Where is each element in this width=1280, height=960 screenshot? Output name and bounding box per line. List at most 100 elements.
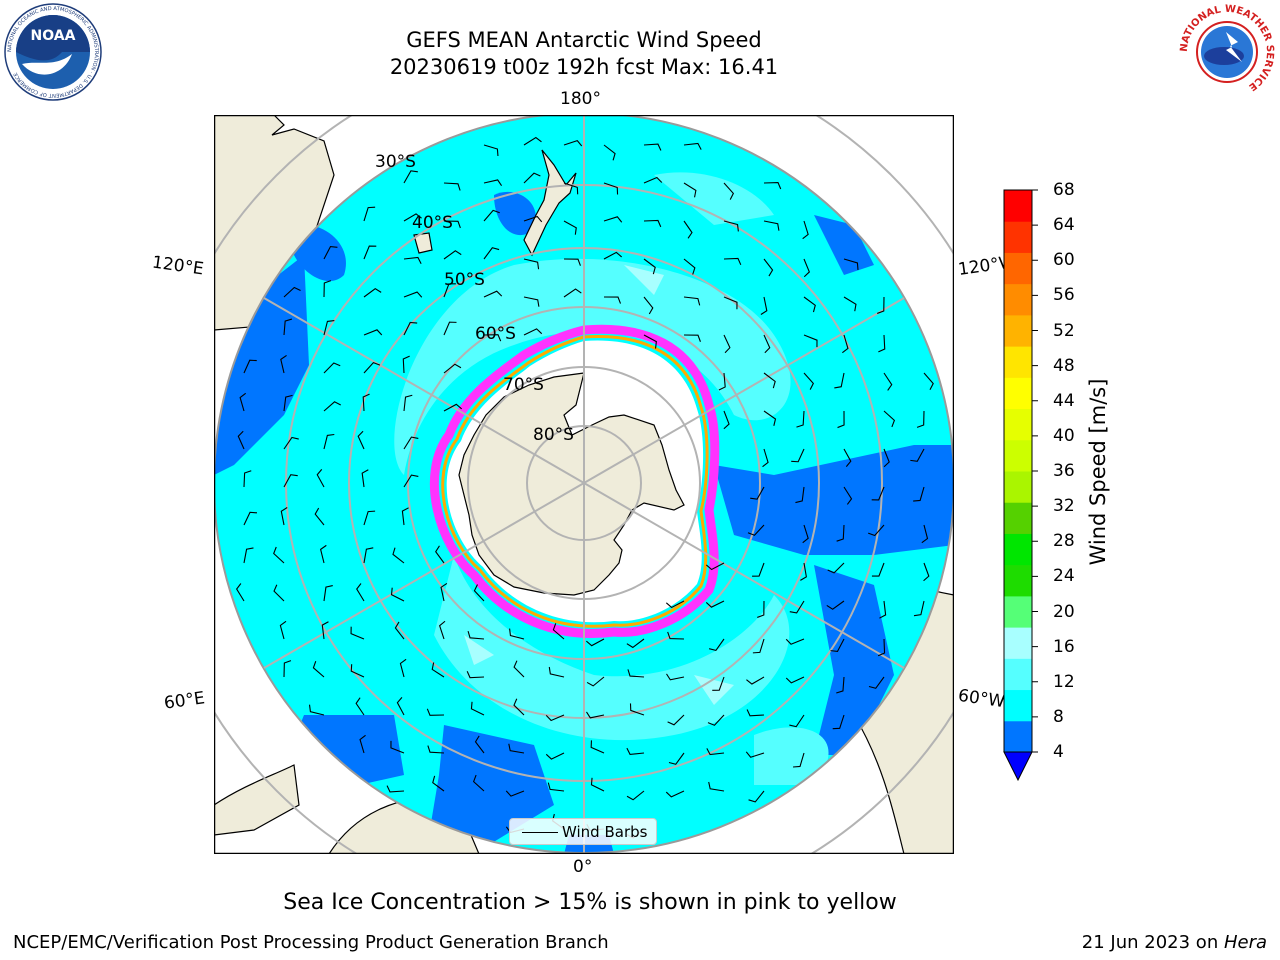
wind-barb: [748, 790, 765, 803]
wind-barb: [470, 701, 485, 716]
colorbar-segment: [1004, 658, 1032, 691]
meridian-label-right-lower: 60°W: [956, 685, 1007, 713]
wind-barb: [752, 638, 765, 654]
colorbar-segment: [1004, 595, 1032, 628]
wind-barb: [440, 582, 448, 602]
wind-barb: [403, 291, 423, 298]
wind-barb: [363, 329, 383, 336]
colorbar-tick-label: 52: [1053, 320, 1075, 341]
colorbar-tick-label: 16: [1053, 636, 1075, 657]
colorbar-tick-label: 48: [1053, 355, 1075, 376]
wind-barb: [403, 394, 413, 412]
polar-map: [214, 115, 954, 854]
wind-barb: [746, 709, 765, 717]
footer-host: Hera: [1223, 932, 1267, 953]
wind-barb: [791, 448, 805, 463]
wind-barb: [913, 600, 925, 617]
wind-barb: [827, 562, 845, 574]
wind-barb: [283, 318, 293, 336]
wind-barb: [667, 714, 685, 726]
wind-barb: [350, 664, 365, 678]
wind-barb: [683, 258, 696, 275]
wind-barb: [394, 621, 405, 640]
map-legend: Wind Barbs: [509, 818, 657, 845]
wind-barb: [403, 321, 418, 336]
wind-barb: [402, 355, 410, 374]
colorbar-under-arrow: [1003, 751, 1033, 782]
wind-barb: [868, 676, 885, 689]
wind-barb: [746, 676, 765, 685]
colorbar-segment: [1004, 190, 1032, 222]
wind-barb: [359, 734, 366, 754]
wind-barb: [793, 752, 805, 768]
wind-barb: [603, 182, 619, 195]
wind-barb: [683, 334, 701, 342]
wind-barb: [283, 286, 301, 298]
wind-barb: [350, 626, 365, 640]
wind-barb: [843, 448, 852, 467]
wind-barb: [803, 258, 810, 278]
wind-barb: [243, 511, 258, 526]
meridian-label-left-upper: 120°E: [150, 252, 205, 280]
wind-barb: [356, 583, 365, 602]
wind-barb: [683, 296, 701, 306]
wind-12-16-patches: [394, 172, 829, 785]
wind-barb: [467, 630, 485, 640]
colorbar-segment: [1004, 439, 1032, 472]
colorbar-segment: [1004, 377, 1032, 410]
wind-barb: [548, 666, 565, 678]
wind-barb: [443, 363, 462, 374]
wind-barb: [237, 430, 245, 450]
wind-barb: [483, 334, 502, 342]
wind-barb: [279, 620, 287, 640]
wind-barb: [723, 334, 731, 354]
wind-barb: [683, 182, 697, 198]
wind-barb: [323, 584, 333, 602]
colorbar-tick-label: 56: [1053, 285, 1075, 306]
sea-ice-caption: Sea Ice Concentration > 15% is shown in …: [283, 890, 897, 915]
wind-barb: [319, 544, 327, 564]
wind-barb: [590, 777, 605, 792]
wind-barb: [708, 638, 725, 652]
wind-barb: [443, 220, 461, 229]
colorbar: [1003, 189, 1038, 782]
wind-barb: [431, 662, 445, 678]
colorbar-segment: [1004, 314, 1032, 347]
wind-barb: [357, 430, 365, 450]
colorbar-tick-label: 68: [1053, 180, 1075, 200]
wind-barb: [763, 334, 771, 354]
wind-barb: [762, 448, 769, 468]
wind-barb: [763, 410, 777, 426]
legend-label: Wind Barbs: [562, 823, 648, 841]
wind-barb: [390, 587, 405, 602]
parallel-label-70s: 70°S: [503, 375, 544, 395]
wind-barb: [643, 176, 663, 184]
wind-barb: [523, 215, 543, 223]
colorbar-segment: [1004, 627, 1032, 659]
wind-barb: [705, 600, 725, 608]
wind-barb: [323, 245, 338, 260]
wind-barb: [523, 328, 543, 336]
wind-barb: [643, 334, 657, 349]
wind-barb: [789, 714, 805, 728]
wind-barb: [483, 247, 500, 260]
colorbar-tick-label: 24: [1053, 566, 1075, 587]
colorbar-segment: [1004, 720, 1032, 753]
wind-barb: [830, 638, 845, 652]
wind-barb: [523, 296, 540, 307]
colorbar-tick-label: 28: [1053, 531, 1075, 552]
wind-barb: [438, 620, 446, 640]
wind-barb: [273, 584, 285, 602]
wind-barb: [626, 638, 645, 649]
wind-barb: [314, 507, 325, 526]
wind-barb: [283, 394, 293, 412]
wind-barb: [545, 752, 565, 760]
wind-barb: [443, 283, 456, 298]
wind-barb: [750, 486, 765, 500]
wind-barb: [513, 698, 525, 716]
wind-barb: [747, 524, 765, 536]
colorbar-segment: [1004, 533, 1032, 566]
wind-barb: [667, 631, 685, 640]
nws-logo: NATIONAL WEATHER SERVICE: [1179, 4, 1275, 99]
wind-barb: [586, 711, 605, 719]
